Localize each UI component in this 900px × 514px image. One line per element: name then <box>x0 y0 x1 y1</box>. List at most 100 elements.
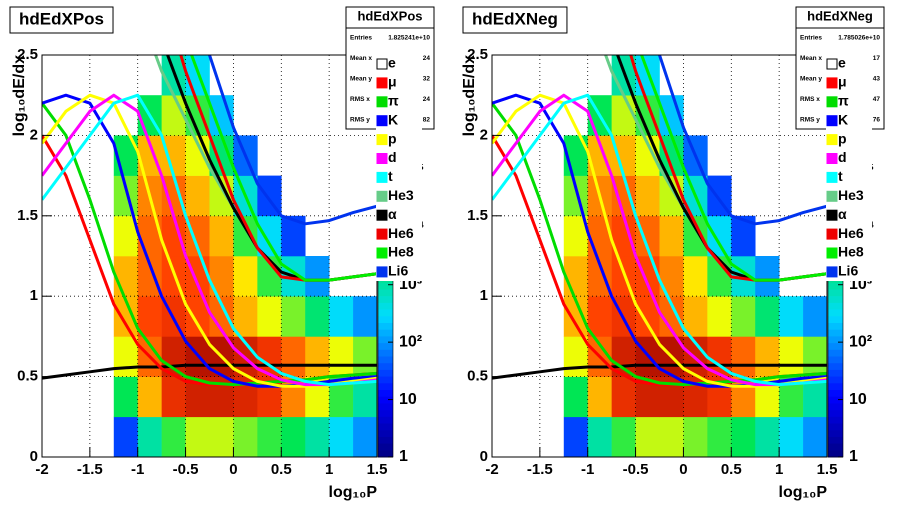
x-axis-label: log₁₀P <box>779 484 828 501</box>
colorbar-step <box>828 296 843 304</box>
stats-value: 76 <box>873 117 881 124</box>
x-tick-label: 1.5 <box>817 461 838 478</box>
colorbar-step <box>378 369 393 378</box>
y-tick-label: 1.5 <box>467 207 488 224</box>
heatmap-cell <box>683 256 708 297</box>
colorbar-step <box>828 336 843 344</box>
heatmap-cell <box>587 416 612 457</box>
y-tick-label: 0 <box>30 448 38 465</box>
colorbar-step <box>828 329 843 337</box>
heatmap-cell <box>161 175 186 217</box>
heatmap-cell <box>563 336 589 377</box>
stats-label: Entries <box>800 35 822 42</box>
colorbar-step <box>378 383 393 391</box>
legend-marker <box>376 247 388 259</box>
stats-label: RMS y <box>350 117 370 124</box>
heatmap-cell <box>731 296 756 337</box>
legend-marker <box>826 153 838 164</box>
legend-label: d <box>838 149 847 165</box>
heatmap-cell <box>707 215 732 257</box>
z-tick-label: 1 <box>849 448 858 465</box>
title-box <box>9 6 114 34</box>
y-tick-label: 0.5 <box>17 368 38 385</box>
legend-marker <box>826 115 838 127</box>
heatmap-cell <box>161 376 186 418</box>
colorbar-step <box>378 443 393 451</box>
y-axis-label: log₁₀dE/dx <box>461 55 478 136</box>
colorbar-step <box>378 430 393 438</box>
curve <box>189 55 377 282</box>
heatmap-cell <box>779 416 804 457</box>
colorbar-step <box>378 436 393 445</box>
title-box <box>462 6 568 34</box>
x-tick-label: 0.5 <box>721 461 742 478</box>
stats-label: Entries <box>350 35 372 42</box>
y-tick-label: 2.5 <box>467 46 488 63</box>
heatmap-cell <box>353 296 377 337</box>
legend-label: He6 <box>388 225 414 241</box>
curve <box>492 93 827 387</box>
legend-marker <box>376 115 388 127</box>
heatmap-cell <box>755 416 780 457</box>
legend-label: π <box>838 93 849 109</box>
heatmap-cell <box>257 215 282 257</box>
x-tick-label: -2 <box>35 461 48 478</box>
heatmap-cell <box>707 416 732 457</box>
colorbar-step <box>378 309 393 317</box>
heatmap-cell <box>161 95 186 136</box>
heatmap-cell <box>803 336 827 377</box>
heatmap-cell <box>755 296 780 337</box>
stats-value: 1.785026e+10 <box>838 35 880 42</box>
heatmap-cell <box>353 416 377 457</box>
legend-marker <box>826 228 838 240</box>
colorbar-step <box>828 436 843 445</box>
y-tick-label: 2.5 <box>17 46 38 63</box>
x-tick-label: -1.5 <box>77 461 103 478</box>
y-tick-label: 1.5 <box>17 207 38 224</box>
chart-title: hdEdXPos <box>19 9 104 28</box>
x-tick-label: -0.5 <box>623 461 649 478</box>
legend-label: p <box>388 130 397 146</box>
y-tick-label: 1 <box>30 287 38 304</box>
colorbar-step <box>828 396 843 404</box>
colorbar-step <box>828 443 843 451</box>
y-axis-label: log₁₀dE/dx <box>11 55 28 136</box>
y-tick-label: 2 <box>30 126 38 143</box>
colorbar-step <box>828 309 843 317</box>
legend-box <box>376 55 422 281</box>
colorbar-step <box>378 316 393 324</box>
colorbar-step <box>828 416 843 424</box>
colorbar-step <box>378 302 393 311</box>
legend-marker <box>376 266 388 278</box>
panel: -2 -1.5 -1 -0.5 0 0.5 1 1.5 0 0.5 1 1.5 2 2.5 log₁₀P lo… <box>9 6 435 501</box>
z-tick-label: 10 <box>849 391 867 408</box>
colorbar-step <box>378 416 393 424</box>
colorbar-step <box>828 376 843 384</box>
legend-label: He3 <box>388 187 414 203</box>
legend-marker <box>826 96 838 108</box>
x-tick-label: -1.5 <box>527 461 553 478</box>
stats-value: 47 <box>873 96 881 103</box>
legend-label: d <box>388 149 397 165</box>
heatmap-cell <box>731 336 756 377</box>
curve <box>639 55 827 282</box>
heatmap-cell <box>611 135 636 176</box>
colorbar-step <box>378 296 393 304</box>
legend-label: He6 <box>838 225 864 241</box>
legend-marker <box>376 58 388 70</box>
heatmap-cell <box>185 175 210 217</box>
colorbar-step <box>828 282 843 290</box>
colorbar-step <box>378 282 393 290</box>
colorbar-step <box>828 423 843 431</box>
colorbar-step <box>378 336 393 344</box>
heatmap-cell <box>803 296 827 337</box>
heatmap-cell <box>113 175 139 217</box>
curve <box>492 363 827 380</box>
stats-value: 82 <box>423 117 431 124</box>
z-tick-label: 1 <box>399 448 408 465</box>
colorbar-step <box>378 356 393 364</box>
x-tick-label: -2 <box>485 461 498 478</box>
heatmap-cell <box>137 215 162 257</box>
x-tick-label: 1 <box>775 461 783 478</box>
heatmap-cell <box>329 416 354 457</box>
